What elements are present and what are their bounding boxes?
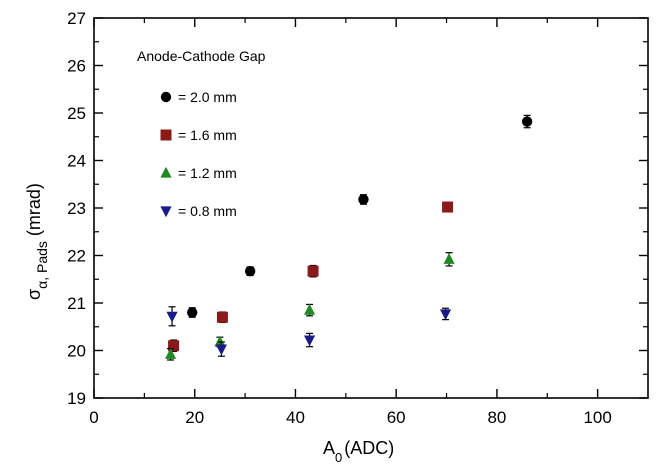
- legend-label: = 1.2 mm: [178, 165, 237, 181]
- data-point: [439, 309, 452, 321]
- y-axis-title-main: σ: [24, 289, 44, 300]
- legend-label: = 2.0 mm: [178, 89, 237, 105]
- data-point: [303, 335, 316, 347]
- axis-ticks: 0 20 40 60 80 100 19 20 21 22 23 24 25 26 27: [67, 9, 648, 427]
- x-tick-label: 0: [89, 408, 98, 427]
- y-tick-label: 24: [67, 152, 86, 171]
- legend: = 2.0 mm = 1.6 mm = 1.2 mm = 0.8 mm: [160, 89, 237, 219]
- y-tick-label: 25: [67, 104, 86, 123]
- y-tick-label: 27: [67, 9, 86, 28]
- data-point: [215, 344, 228, 356]
- data-point: [521, 116, 533, 127]
- legend-marker: [160, 206, 172, 218]
- data-point: [214, 335, 226, 347]
- legend-marker: [160, 91, 172, 103]
- y-axis-title-sub: α, Pads: [34, 241, 50, 289]
- y-axis-title-rest: (mrad): [24, 183, 44, 241]
- data-point: [168, 340, 180, 352]
- y-tick-label: 21: [67, 294, 86, 313]
- legend-marker: [160, 166, 172, 178]
- data-point: [358, 194, 369, 205]
- legend-label: = 0.8 mm: [178, 203, 237, 219]
- data-point: [166, 311, 178, 323]
- data-point: [303, 303, 316, 315]
- data-points: [164, 114, 533, 361]
- legend-marker: [160, 129, 172, 141]
- y-tick-label: 23: [67, 199, 86, 218]
- data-point: [164, 348, 177, 359]
- x-axis-title-sub: 0: [335, 450, 342, 465]
- data-point: [216, 311, 228, 323]
- x-tick-label: 40: [286, 408, 305, 427]
- data-point: [244, 265, 256, 277]
- y-tick-label: 22: [67, 247, 86, 266]
- legend-label: = 1.6 mm: [178, 127, 237, 143]
- x-tick-label: 80: [487, 408, 506, 427]
- y-tick-label: 26: [67, 57, 86, 76]
- x-axis-title-main: A: [323, 438, 335, 458]
- data-point: [307, 265, 319, 277]
- x-tick-label: 60: [387, 408, 406, 427]
- y-axis-title: σα, Pads (mrad): [24, 183, 50, 300]
- y-tick-label: 20: [67, 342, 86, 361]
- x-axis-title: A0 (ADC): [323, 438, 394, 465]
- legend-title: Anode-Cathode Gap: [137, 48, 266, 64]
- x-tick-label: 100: [583, 408, 611, 427]
- data-point: [187, 307, 198, 318]
- data-point: [442, 201, 454, 213]
- x-tick-label: 20: [185, 408, 204, 427]
- y-tick-label: 19: [67, 389, 86, 408]
- x-axis-title-rest: (ADC): [344, 438, 394, 458]
- data-point: [443, 253, 455, 264]
